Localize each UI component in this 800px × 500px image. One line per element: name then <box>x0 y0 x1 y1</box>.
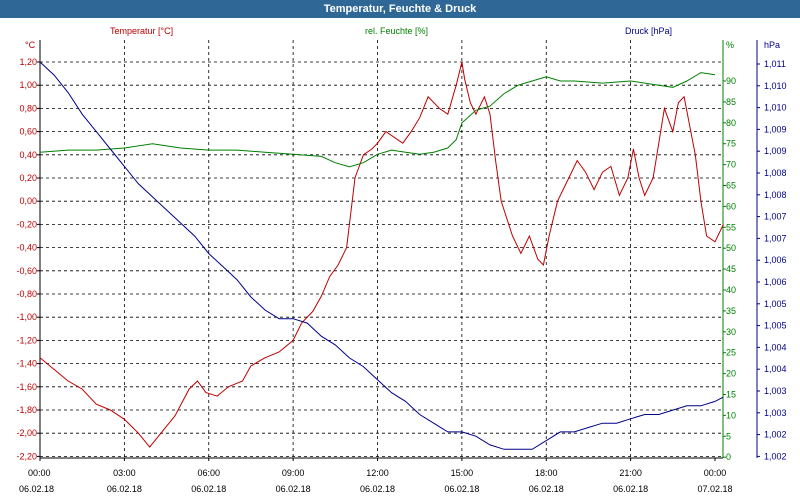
pressure-tick-label: 1,004 <box>764 364 787 374</box>
humidity-tick-label: 40 <box>726 285 736 295</box>
pressure-unit-label: hPa <box>764 40 780 50</box>
pressure-tick-label: 1,005 <box>764 299 787 309</box>
temperature-tick-label: -1,20 <box>16 335 37 345</box>
series-layer <box>39 61 724 450</box>
grid <box>40 40 723 458</box>
pressure-tick-label: 1,002 <box>764 430 787 440</box>
humidity-tick-label: 10 <box>726 410 736 420</box>
temperature-tick-label: -0,60 <box>16 266 37 276</box>
line-chart: °C Temperatur [°C] rel. Feuchte [%] Druck [… <box>0 18 800 500</box>
pressure-tick-label: 1,009 <box>764 146 787 156</box>
humidity-tick-label: 35 <box>726 306 736 316</box>
temperature-tick-label: -1,00 <box>16 312 37 322</box>
x-tick-date-label: 07.02.18 <box>697 484 732 494</box>
pressure-tick-label: 1,004 <box>764 342 787 352</box>
temperature-tick-label: -2,00 <box>16 428 37 438</box>
x-tick-date-label: 06.02.18 <box>360 484 395 494</box>
humidity-tick-label: 65 <box>726 181 736 191</box>
x-tick-date-label: 06.02.18 <box>191 484 226 494</box>
pressure-tick-label: 1,008 <box>764 190 787 200</box>
temperature-tick-label: 0,20 <box>19 173 37 183</box>
temperature-tick-label: -0,80 <box>16 289 37 299</box>
pressure-axis-title: Druck [hPa] <box>625 26 672 36</box>
humidity-tick-label: 55 <box>726 222 736 232</box>
x-tick-date-label: 06.02.18 <box>529 484 564 494</box>
pressure-tick-label: 1,003 <box>764 408 787 418</box>
pressure-tick-label: 1,005 <box>764 321 787 331</box>
temperature-tick-label: -0,40 <box>16 243 37 253</box>
humidity-tick-label: 85 <box>726 97 736 107</box>
temperature-tick-label: -1,80 <box>16 405 37 415</box>
humidity-tick-label: 90 <box>726 76 736 86</box>
x-tick-time-label: 00:00 <box>28 468 51 478</box>
pressure-tick-label: 1,009 <box>764 124 787 134</box>
humidity-tick-label: 70 <box>726 160 736 170</box>
temperature-tick-label: 0,40 <box>19 150 37 160</box>
humidity-unit-label: % <box>726 40 734 50</box>
temperature-tick-label: 0,80 <box>19 103 37 113</box>
temperature-tick-label: 1,20 <box>19 57 37 67</box>
x-tick-date-label: 06.02.18 <box>276 484 311 494</box>
humidity-axis-title: rel. Feuchte [%] <box>365 26 428 36</box>
x-tick-time-label: 06:00 <box>197 468 220 478</box>
series-line-temperature <box>39 61 724 448</box>
pressure-tick-label: 1,003 <box>764 386 787 396</box>
humidity-tick-label: 25 <box>726 348 736 358</box>
humidity-tick-label: 50 <box>726 243 736 253</box>
temperature-unit-label: °C <box>25 40 36 50</box>
pressure-tick-label: 1,007 <box>764 212 787 222</box>
x-tick-date-label: 06.02.18 <box>613 484 648 494</box>
x-tick-time-label: 03:00 <box>113 468 136 478</box>
pressure-tick-label: 1,002 <box>764 451 787 461</box>
pressure-tick-label: 1,007 <box>764 233 787 243</box>
humidity-tick-label: 80 <box>726 118 736 128</box>
pressure-tick-label: 1,008 <box>764 168 787 178</box>
temperature-tick-label: 0,00 <box>19 196 37 206</box>
x-tick-time-label: 09:00 <box>282 468 305 478</box>
humidity-tick-label: 20 <box>726 369 736 379</box>
series-line-humidity <box>39 72 716 168</box>
pressure-tick-label: 1,010 <box>764 81 787 91</box>
temperature-tick-label: -0,20 <box>16 219 37 229</box>
x-tick-time-label: 21:00 <box>619 468 642 478</box>
temperature-tick-label: -2,20 <box>16 451 37 461</box>
pressure-tick-label: 1,006 <box>764 255 787 265</box>
temperature-tick-label: -1,40 <box>16 359 37 369</box>
humidity-tick-label: 5 <box>726 431 731 441</box>
humidity-tick-label: 0 <box>726 452 731 462</box>
x-tick-time-label: 18:00 <box>535 468 558 478</box>
temperature-axis-title: Temperatur [°C] <box>110 26 173 36</box>
chart-background <box>0 18 800 500</box>
humidity-tick-label: 15 <box>726 390 736 400</box>
x-tick-time-label: 00:00 <box>704 468 727 478</box>
humidity-tick-label: 75 <box>726 139 736 149</box>
axes <box>37 40 760 461</box>
labels-layer: °C Temperatur [°C] rel. Feuchte [%] Druck [… <box>16 26 786 494</box>
series-line-pressure <box>39 61 724 450</box>
pressure-tick-label: 1,011 <box>764 59 786 69</box>
humidity-tick-label: 60 <box>726 201 736 211</box>
temperature-tick-label: -1,60 <box>16 382 37 392</box>
pressure-tick-label: 1,010 <box>764 103 787 113</box>
temperature-tick-label: 0,60 <box>19 127 37 137</box>
humidity-tick-label: 30 <box>726 327 736 337</box>
window-title: Temperatur, Feuchte & Druck <box>0 0 800 18</box>
x-tick-time-label: 15:00 <box>451 468 474 478</box>
x-tick-date-label: 06.02.18 <box>19 484 54 494</box>
pressure-tick-label: 1,006 <box>764 277 787 287</box>
x-tick-date-label: 06.02.18 <box>444 484 479 494</box>
humidity-tick-label: 45 <box>726 264 736 274</box>
temperature-tick-label: 1,00 <box>19 80 37 90</box>
x-tick-time-label: 12:00 <box>366 468 389 478</box>
x-tick-date-label: 06.02.18 <box>107 484 142 494</box>
